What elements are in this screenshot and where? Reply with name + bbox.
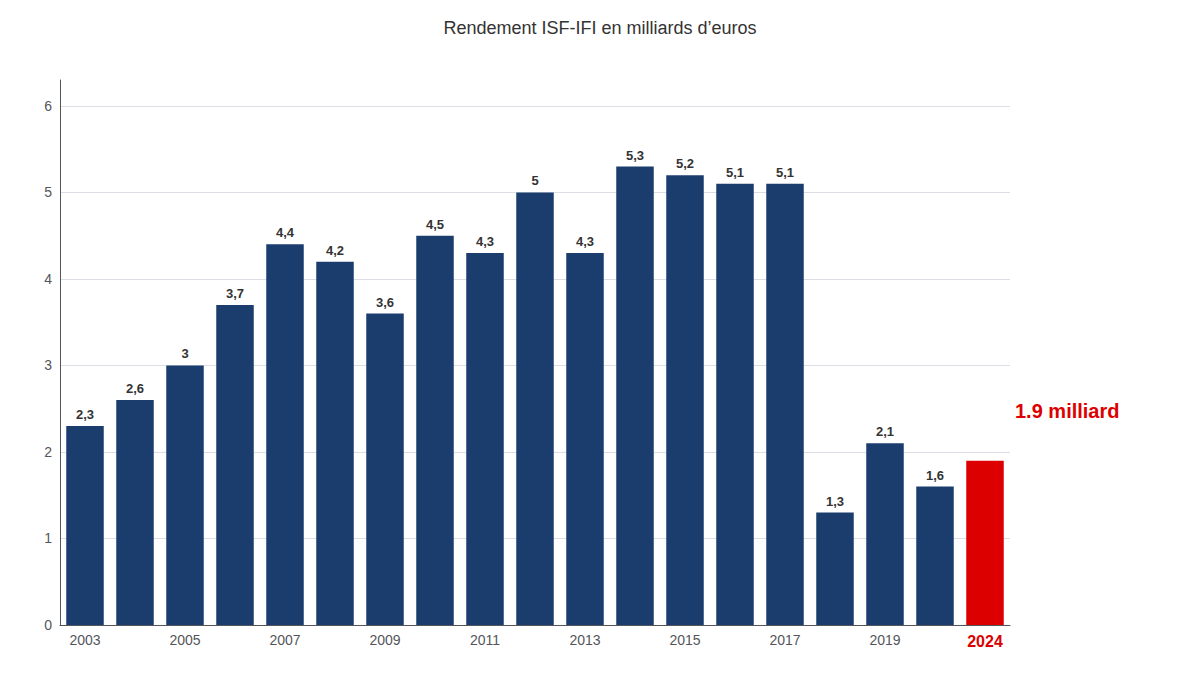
svg-text:3,6: 3,6: [376, 295, 394, 310]
svg-text:4: 4: [44, 271, 52, 287]
svg-text:2013: 2013: [569, 632, 600, 648]
svg-text:3,7: 3,7: [226, 286, 244, 301]
svg-text:2019: 2019: [869, 632, 900, 648]
svg-text:1.9 milliard: 1.9 milliard: [1015, 400, 1120, 422]
svg-text:2003: 2003: [69, 632, 100, 648]
svg-text:4,4: 4,4: [276, 225, 295, 240]
svg-text:5,2: 5,2: [676, 156, 694, 171]
svg-text:2009: 2009: [369, 632, 400, 648]
svg-text:2017: 2017: [769, 632, 800, 648]
svg-text:5: 5: [531, 173, 538, 188]
svg-text:2015: 2015: [669, 632, 700, 648]
svg-text:2007: 2007: [269, 632, 300, 648]
svg-text:2011: 2011: [470, 632, 500, 648]
svg-text:2,1: 2,1: [876, 424, 894, 439]
svg-text:0: 0: [44, 617, 52, 633]
svg-text:2: 2: [44, 444, 52, 460]
svg-text:5,3: 5,3: [626, 148, 644, 163]
svg-text:5,1: 5,1: [726, 165, 744, 180]
svg-text:3: 3: [181, 346, 188, 361]
svg-text:Rendement ISF-IFI en milliards: Rendement ISF-IFI en milliards d’euros: [443, 18, 756, 38]
svg-text:5: 5: [44, 184, 52, 200]
svg-text:1: 1: [44, 530, 52, 546]
svg-text:2,6: 2,6: [126, 381, 144, 396]
svg-text:5,1: 5,1: [776, 165, 794, 180]
svg-text:3: 3: [44, 357, 52, 373]
svg-text:1,6: 1,6: [926, 468, 944, 483]
svg-text:4,3: 4,3: [476, 234, 494, 249]
svg-text:2005: 2005: [169, 632, 200, 648]
svg-text:4,5: 4,5: [426, 217, 444, 232]
svg-text:6: 6: [44, 98, 52, 114]
svg-text:2024: 2024: [967, 633, 1003, 650]
svg-text:1,3: 1,3: [826, 494, 844, 509]
svg-text:4,2: 4,2: [326, 243, 344, 258]
svg-text:2,3: 2,3: [76, 407, 94, 422]
svg-text:4,3: 4,3: [576, 234, 594, 249]
